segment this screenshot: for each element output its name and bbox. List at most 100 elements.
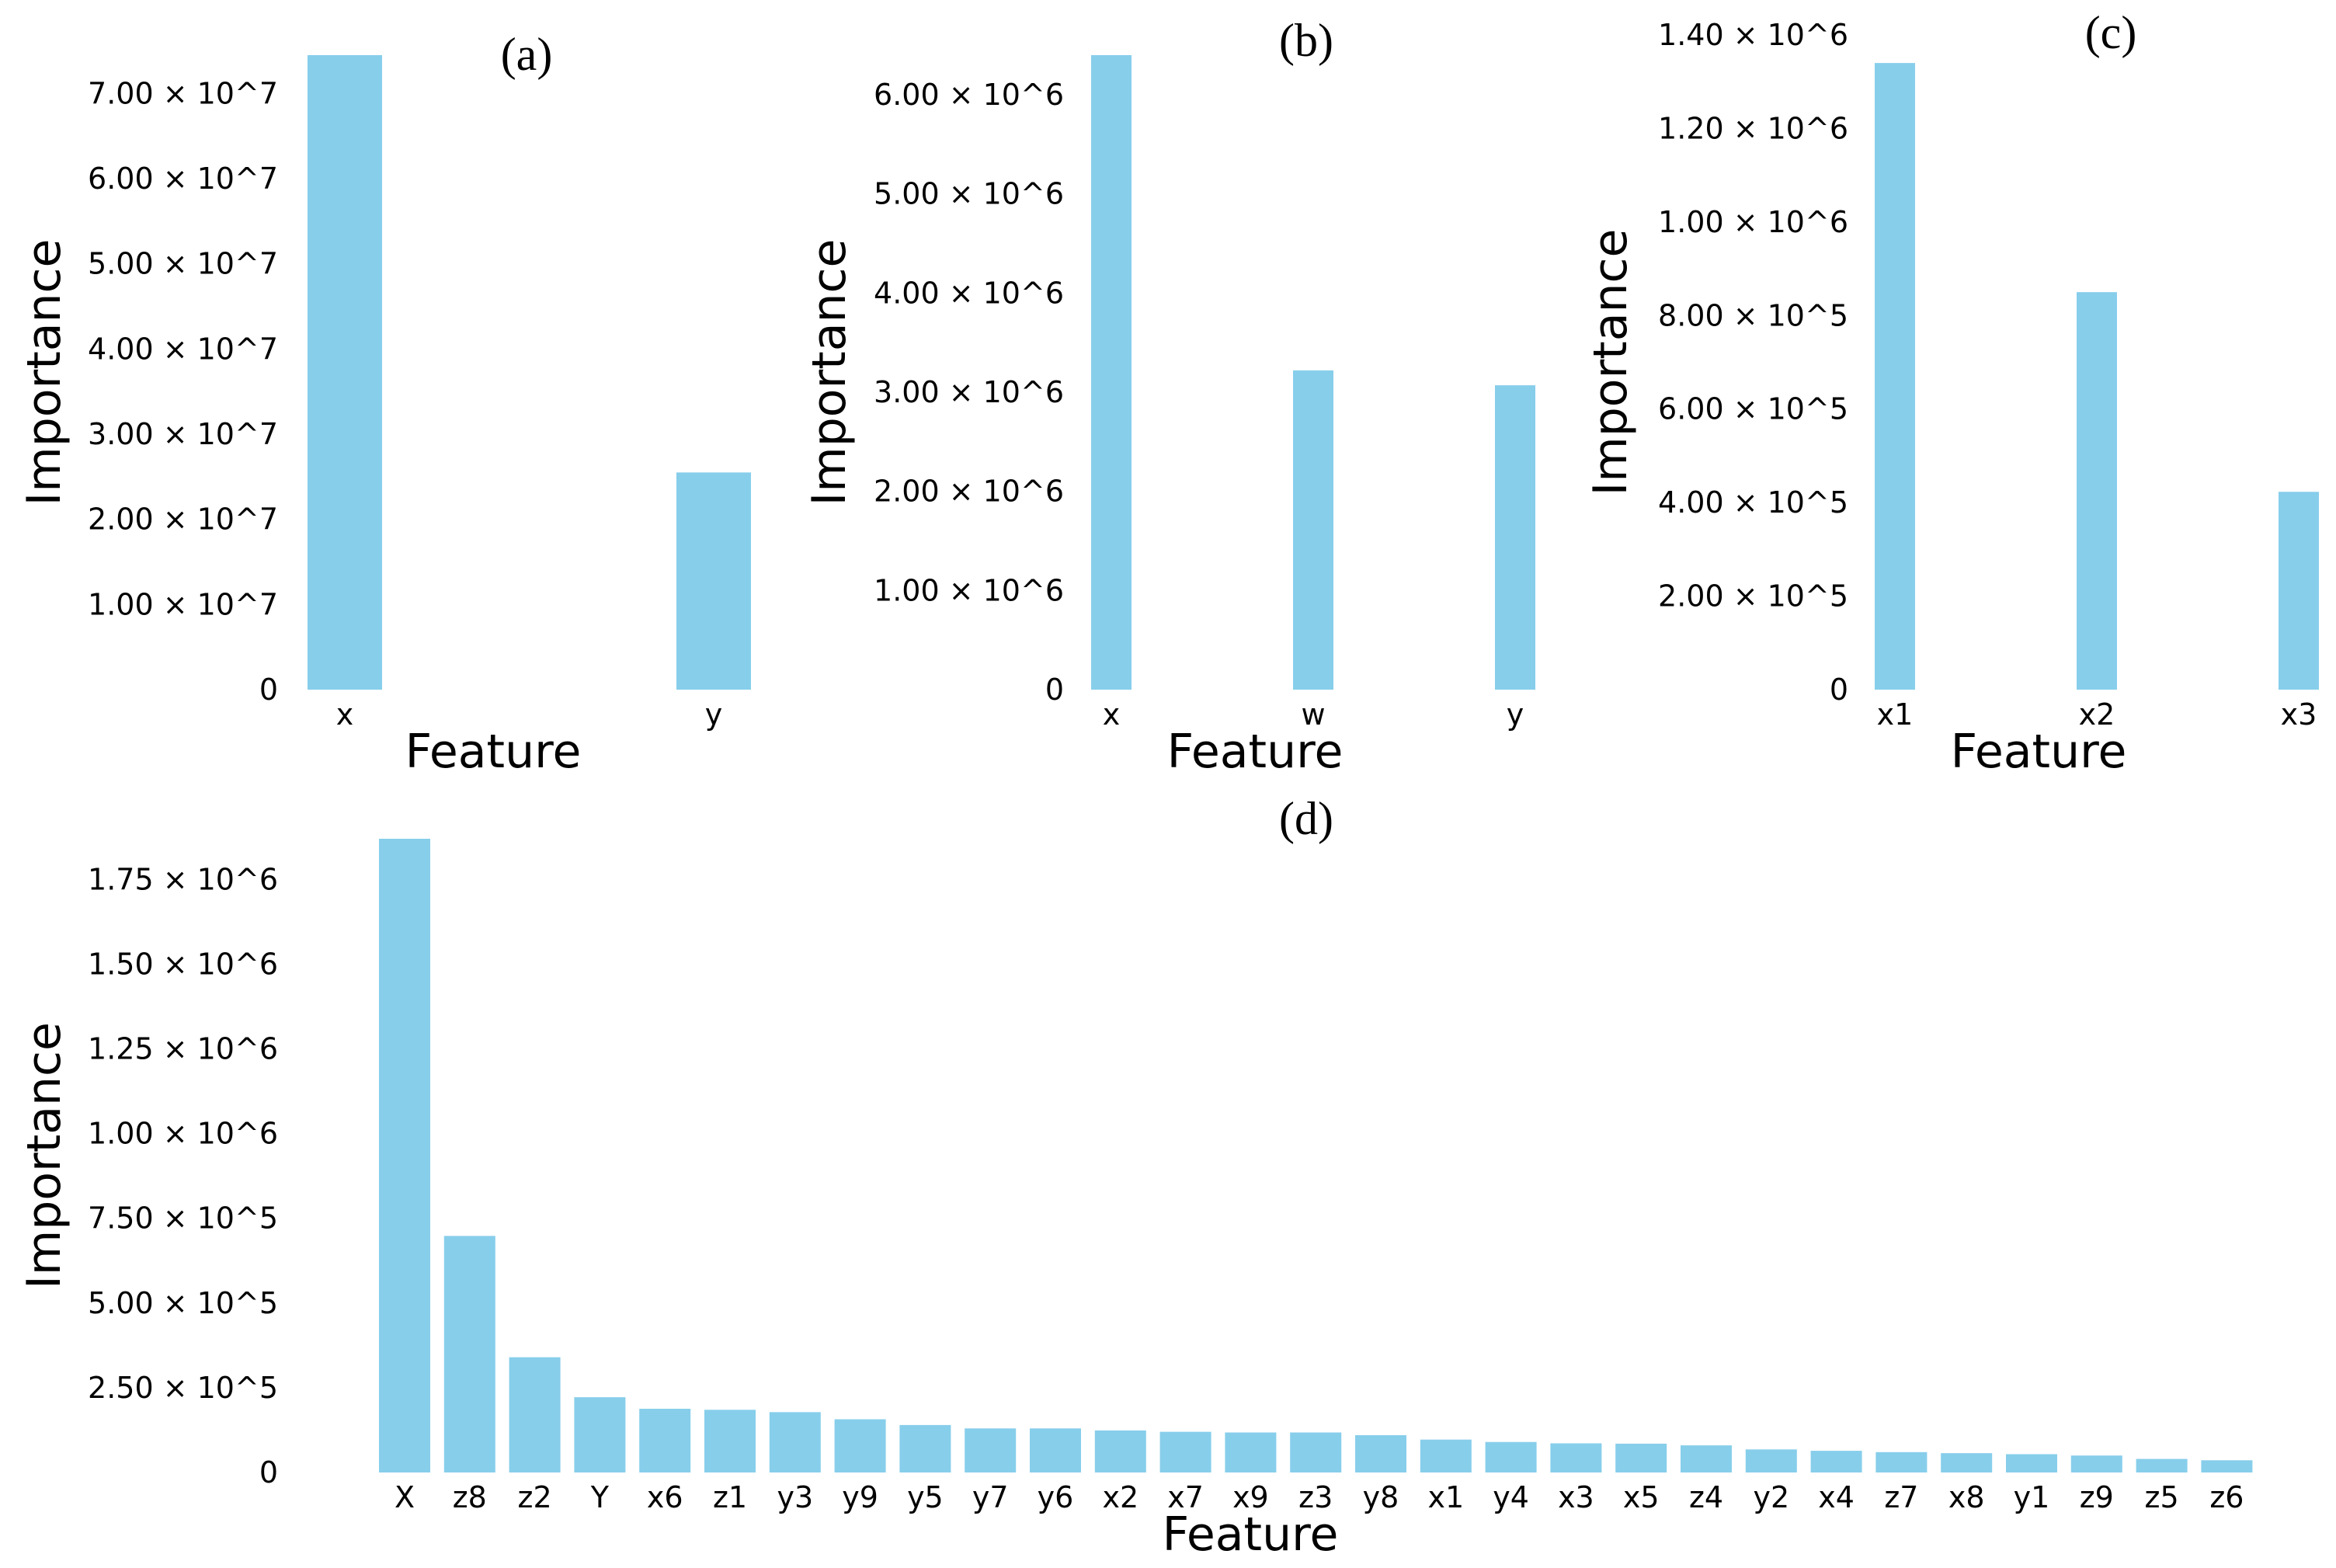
x-tick-label: x1 <box>1877 697 1914 732</box>
x-tick-label: z3 <box>1298 1480 1333 1514</box>
y-tick-label: 0 <box>1045 673 1064 707</box>
x-tick-label: x2 <box>2079 697 2115 732</box>
bar-x3 <box>2279 492 2319 690</box>
bar-x1 <box>1420 1439 1472 1472</box>
x-tick-label: y1 <box>2014 1480 2050 1514</box>
y-tick-label: 1.20 × 10^6 <box>1658 111 1848 145</box>
y-axis-label: Importance <box>17 239 71 506</box>
x-tick-label: x6 <box>647 1480 683 1514</box>
panel-label: (c) <box>2085 7 2137 58</box>
y-tick-label: 6.00 × 10^7 <box>88 162 278 196</box>
x-tick-label: z9 <box>2080 1480 2114 1514</box>
x-tick-label: y9 <box>842 1480 878 1514</box>
y-tick-label: 2.00 × 10^6 <box>874 475 1064 509</box>
y-tick-label: 8.00 × 10^5 <box>1658 298 1848 332</box>
bar-z6 <box>2201 1460 2253 1472</box>
x-tick-label: X <box>395 1480 415 1514</box>
x-tick-label: z7 <box>1884 1480 1918 1514</box>
bar-z2 <box>509 1357 561 1472</box>
x-axis-label: Feature <box>405 725 582 779</box>
y-tick-label: 6.00 × 10^6 <box>874 78 1064 112</box>
y-axis-label: Importance <box>802 239 857 506</box>
x-axis-label: Feature <box>1163 1507 1339 1562</box>
x-tick-label: x3 <box>2281 697 2317 732</box>
bar-X <box>379 839 430 1472</box>
y-tick-label: 1.00 × 10^6 <box>1658 205 1848 239</box>
bar-x <box>1091 55 1132 690</box>
bar-z5 <box>2136 1458 2188 1472</box>
x-tick-label: y2 <box>1753 1480 1789 1514</box>
bar-y <box>676 472 751 690</box>
y-tick-label: 0 <box>259 1455 278 1490</box>
x-tick-label: x7 <box>1167 1480 1204 1514</box>
x-axis-label: Feature <box>1167 725 1344 779</box>
bar-Y <box>574 1397 626 1472</box>
panel-d: 0 2.50 × 10^5 5.00 × 10^5 7.50 × 10^5 1.00 ×… <box>17 793 2253 1562</box>
y-tick-label: 0 <box>1830 673 1848 707</box>
panel-c: 0 2.00 × 10^5 4.00 × 10^5 6.00 × 10^5 8.00 ×… <box>1583 7 2319 779</box>
y-tick-label: 2.00 × 10^7 <box>88 502 278 537</box>
bar-x <box>308 55 382 690</box>
bar-z3 <box>1290 1432 1342 1472</box>
bar-y6 <box>1030 1428 1081 1472</box>
y-tick-label: 3.00 × 10^6 <box>874 375 1064 409</box>
x-tick-label: x8 <box>1948 1480 1985 1514</box>
y-tick-label: 5.00 × 10^6 <box>874 177 1064 211</box>
y-tick-label: 1.00 × 10^6 <box>874 573 1064 607</box>
y-tick-label: 1.00 × 10^6 <box>88 1117 278 1151</box>
x-tick-label: z8 <box>453 1480 487 1514</box>
bar-y5 <box>899 1424 951 1472</box>
x-tick-label: x5 <box>1623 1480 1660 1514</box>
y-tick-label: 7.50 × 10^5 <box>88 1201 278 1236</box>
y-tick-label: 5.00 × 10^7 <box>88 247 278 281</box>
x-tick-label: y6 <box>1038 1480 1074 1514</box>
y-tick-label: 4.00 × 10^5 <box>1658 485 1848 520</box>
bar-y2 <box>1745 1449 1797 1472</box>
y-tick-label: 1.00 × 10^7 <box>88 587 278 621</box>
x-tick-label: y8 <box>1363 1480 1399 1514</box>
y-tick-label: 7.00 × 10^7 <box>88 76 278 110</box>
bar-z4 <box>1681 1445 1732 1472</box>
bar-z1 <box>704 1410 756 1472</box>
bar-x6 <box>639 1408 691 1472</box>
x-tick-label: x <box>336 697 354 732</box>
y-tick-label: 2.50 × 10^5 <box>88 1371 278 1405</box>
x-tick-label: y3 <box>777 1480 813 1514</box>
bar-w <box>1293 370 1333 690</box>
bar-y <box>1495 385 1535 690</box>
bar-x5 <box>1615 1443 1667 1472</box>
y-axis-label: Importance <box>17 1022 71 1289</box>
y-tick-label: 1.50 × 10^6 <box>88 947 278 981</box>
x-tick-label: Y <box>590 1480 610 1514</box>
x-tick-label: y4 <box>1493 1480 1529 1514</box>
bar-y9 <box>834 1419 886 1472</box>
bar-z8 <box>443 1236 495 1472</box>
y-axis-label: Importance <box>1583 229 1638 496</box>
y-tick-label: 5.00 × 10^5 <box>88 1286 278 1320</box>
y-tick-label: 1.40 × 10^6 <box>1658 18 1848 52</box>
bar-y3 <box>769 1412 821 1472</box>
y-tick-label: 4.00 × 10^6 <box>874 276 1064 310</box>
bar-z9 <box>2070 1455 2122 1472</box>
bar-x3 <box>1550 1443 1602 1472</box>
bar-y7 <box>965 1428 1017 1472</box>
x-tick-label: y <box>705 697 723 732</box>
y-tick-label: 1.25 × 10^6 <box>88 1032 278 1066</box>
bar-x1 <box>1875 63 1915 690</box>
x-tick-label: y <box>1507 697 1524 732</box>
x-tick-label: x1 <box>1427 1480 1464 1514</box>
x-tick-label: z2 <box>518 1480 552 1514</box>
x-tick-label: z4 <box>1689 1480 1723 1514</box>
bar-z7 <box>1875 1452 1928 1472</box>
x-tick-label: x4 <box>1818 1480 1855 1514</box>
x-tick-label: x9 <box>1232 1480 1269 1514</box>
panel-label: (d) <box>1279 793 1333 844</box>
x-tick-label: z5 <box>2145 1480 2179 1514</box>
bar-x8 <box>1941 1453 1993 1472</box>
y-tick-label: 1.75 × 10^6 <box>88 862 278 896</box>
x-tick-label: y7 <box>972 1480 1009 1514</box>
bar-x9 <box>1225 1432 1277 1472</box>
x-tick-label: w <box>1301 697 1325 732</box>
y-tick-label: 2.00 × 10^5 <box>1658 579 1848 614</box>
